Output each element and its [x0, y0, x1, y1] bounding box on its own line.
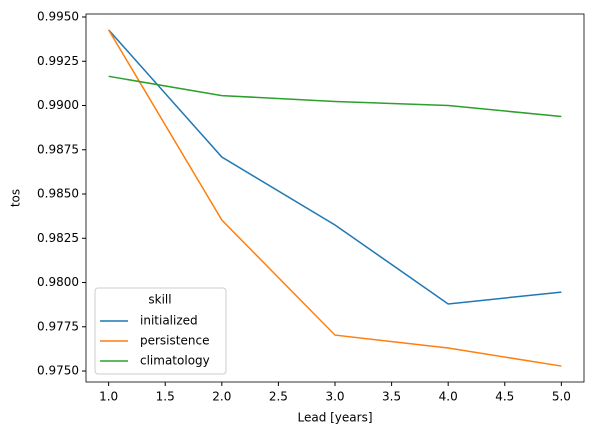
- x-tick-label: 2.5: [269, 390, 288, 404]
- y-tick-label: 0.9825: [37, 231, 79, 245]
- series-line: [108, 75, 562, 118]
- x-axis-label: Lead [years]: [297, 411, 372, 425]
- y-tick-label: 0.9900: [37, 98, 79, 112]
- x-tick-label: 3.0: [325, 390, 344, 404]
- x-tick-label: 4.0: [439, 390, 458, 404]
- x-tick-label: 3.5: [382, 390, 401, 404]
- x-tick-label: 5.0: [552, 390, 571, 404]
- x-tick-label: 4.5: [495, 390, 514, 404]
- y-tick-label: 0.9775: [37, 319, 79, 333]
- y-tick-label: 0.9850: [37, 187, 79, 201]
- legend-label: climatology: [140, 354, 210, 368]
- legend-title: skill: [148, 293, 171, 307]
- y-tick-label: 0.9800: [37, 275, 79, 289]
- y-tick-label: 0.9950: [37, 10, 79, 24]
- legend-label: persistence: [140, 334, 209, 348]
- x-tick-label: 1.5: [156, 390, 175, 404]
- y-tick-label: 0.9875: [37, 142, 79, 156]
- y-tick-label: 0.9925: [37, 54, 79, 68]
- y-axis-label: tos: [9, 189, 23, 207]
- y-tick-label: 0.9750: [37, 364, 79, 378]
- plot-frame: [85, 13, 585, 383]
- legend-box: [94, 287, 227, 375]
- x-tick-label: 1.0: [99, 390, 118, 404]
- legend-label: initialized: [140, 314, 198, 328]
- x-tick-label: 2.0: [212, 390, 231, 404]
- series-line: [107, 29, 562, 367]
- series-line: [108, 29, 562, 305]
